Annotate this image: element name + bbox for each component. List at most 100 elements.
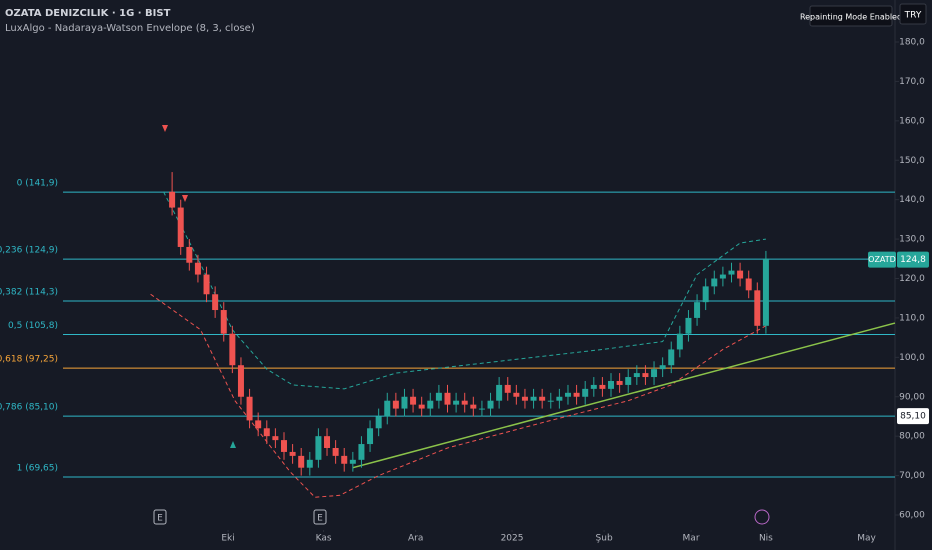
candle-body (169, 191, 176, 208)
candle-body (280, 440, 287, 452)
x-tick-label: Kas (316, 534, 332, 544)
candle-body (702, 286, 709, 303)
x-tick-label: Şub (596, 534, 613, 544)
fib-label: 1 (69,65) (17, 463, 58, 473)
currency-button[interactable] (899, 3, 927, 25)
candle-body (203, 274, 210, 295)
candle-body (392, 400, 399, 409)
candle-body (384, 400, 391, 417)
dividend-marker[interactable] (754, 509, 770, 525)
candle-body (272, 436, 279, 441)
y-tick-label: 140,0 (899, 195, 925, 205)
candle-body (375, 416, 382, 429)
candle-body (642, 373, 649, 378)
candle-body (444, 392, 451, 405)
candle-body (599, 384, 606, 389)
candle-body (762, 258, 769, 326)
candle-body (212, 294, 219, 311)
candle-body (676, 333, 683, 350)
candle-body (504, 384, 511, 393)
currency-text: TRY (904, 11, 922, 21)
candle-body (332, 447, 339, 456)
candle-body (625, 377, 632, 385)
candle-body (487, 400, 494, 409)
fib-label: 0,618 (97,25) (0, 355, 58, 365)
event-marker[interactable]: E (313, 509, 327, 525)
y-tick-label: 170,0 (899, 77, 925, 87)
fib-label: 0 (141,9) (17, 179, 58, 189)
y-tick-label: 120,0 (899, 274, 925, 284)
candle-body (521, 396, 528, 401)
candle-body (651, 369, 658, 378)
candle-body (298, 455, 305, 468)
candle-body (719, 274, 726, 279)
y-tick-label: 80,00 (899, 432, 925, 442)
x-tick-label: 2025 (501, 534, 524, 544)
x-tick-label: Mar (683, 534, 700, 544)
x-tick-label: Ara (408, 534, 423, 544)
candle-body (418, 404, 425, 409)
fib-label: 0,382 (114,3) (0, 287, 58, 297)
candle-body (754, 290, 761, 326)
candle-body (220, 310, 227, 334)
candle-body (539, 396, 546, 401)
price-tag-label: 124,8 (900, 255, 926, 265)
line-lower (150, 293, 767, 498)
candle-body (435, 392, 442, 401)
candle-body (461, 400, 468, 405)
fib-label: 0,236 (124,9) (0, 246, 58, 256)
candle-body (478, 408, 485, 410)
y-tick-label: 160,0 (899, 116, 925, 126)
svg-text:E: E (157, 514, 163, 524)
badge[interactable] (809, 5, 893, 27)
y-tick-label: 110,0 (899, 313, 925, 323)
candle-body (685, 317, 692, 334)
candle-body (513, 392, 520, 397)
event-marker[interactable]: E (153, 509, 167, 525)
candle-body (573, 392, 580, 397)
signal-down (162, 125, 168, 132)
candle-body (745, 278, 752, 291)
badge-text: Repainting Mode Enabled (800, 13, 902, 22)
y-tick-label: 90,00 (899, 392, 925, 402)
y-tick-label: 100,0 (899, 353, 925, 363)
candle-body (349, 459, 356, 464)
candle-body (315, 436, 322, 460)
candle-body (590, 384, 597, 389)
signal-down (182, 195, 188, 202)
candle-body (694, 302, 701, 318)
fib-label: 0,5 (105,8) (8, 321, 58, 331)
candle-body (401, 396, 408, 409)
candle-body (358, 444, 365, 460)
chart-title: OZATA DENIZCILIK · 1G · BIST (5, 8, 171, 19)
y-tick-label: 150,0 (899, 156, 925, 166)
price-tag-label: 85,10 (900, 412, 926, 422)
candle-body (341, 455, 348, 464)
candle-body (582, 388, 589, 397)
price-tag (897, 251, 929, 268)
signal-up (230, 441, 236, 448)
candle-body (737, 270, 744, 279)
svg-text:E: E (317, 514, 323, 524)
candle-body (530, 396, 537, 401)
line-trend (352, 322, 896, 469)
candle-body (659, 365, 666, 370)
fib-label: 0,786 (85,10) (0, 403, 58, 413)
y-tick-label: 70,00 (899, 471, 925, 481)
candle-body (186, 246, 193, 263)
candle-body (633, 373, 640, 378)
candle-body (496, 384, 503, 401)
candle-body (194, 262, 201, 275)
x-tick-label: May (857, 534, 876, 544)
indicator-name: LuxAlgo - Nadaraya-Watson Envelope (8, 3… (5, 23, 255, 34)
y-tick-label: 60,00 (899, 511, 925, 521)
symbol-tag (868, 251, 896, 268)
y-tick-label: 130,0 (899, 235, 925, 245)
candle-body (237, 365, 244, 397)
candle-body (427, 400, 434, 409)
candle-body (324, 436, 331, 448)
candle-body (564, 392, 571, 397)
